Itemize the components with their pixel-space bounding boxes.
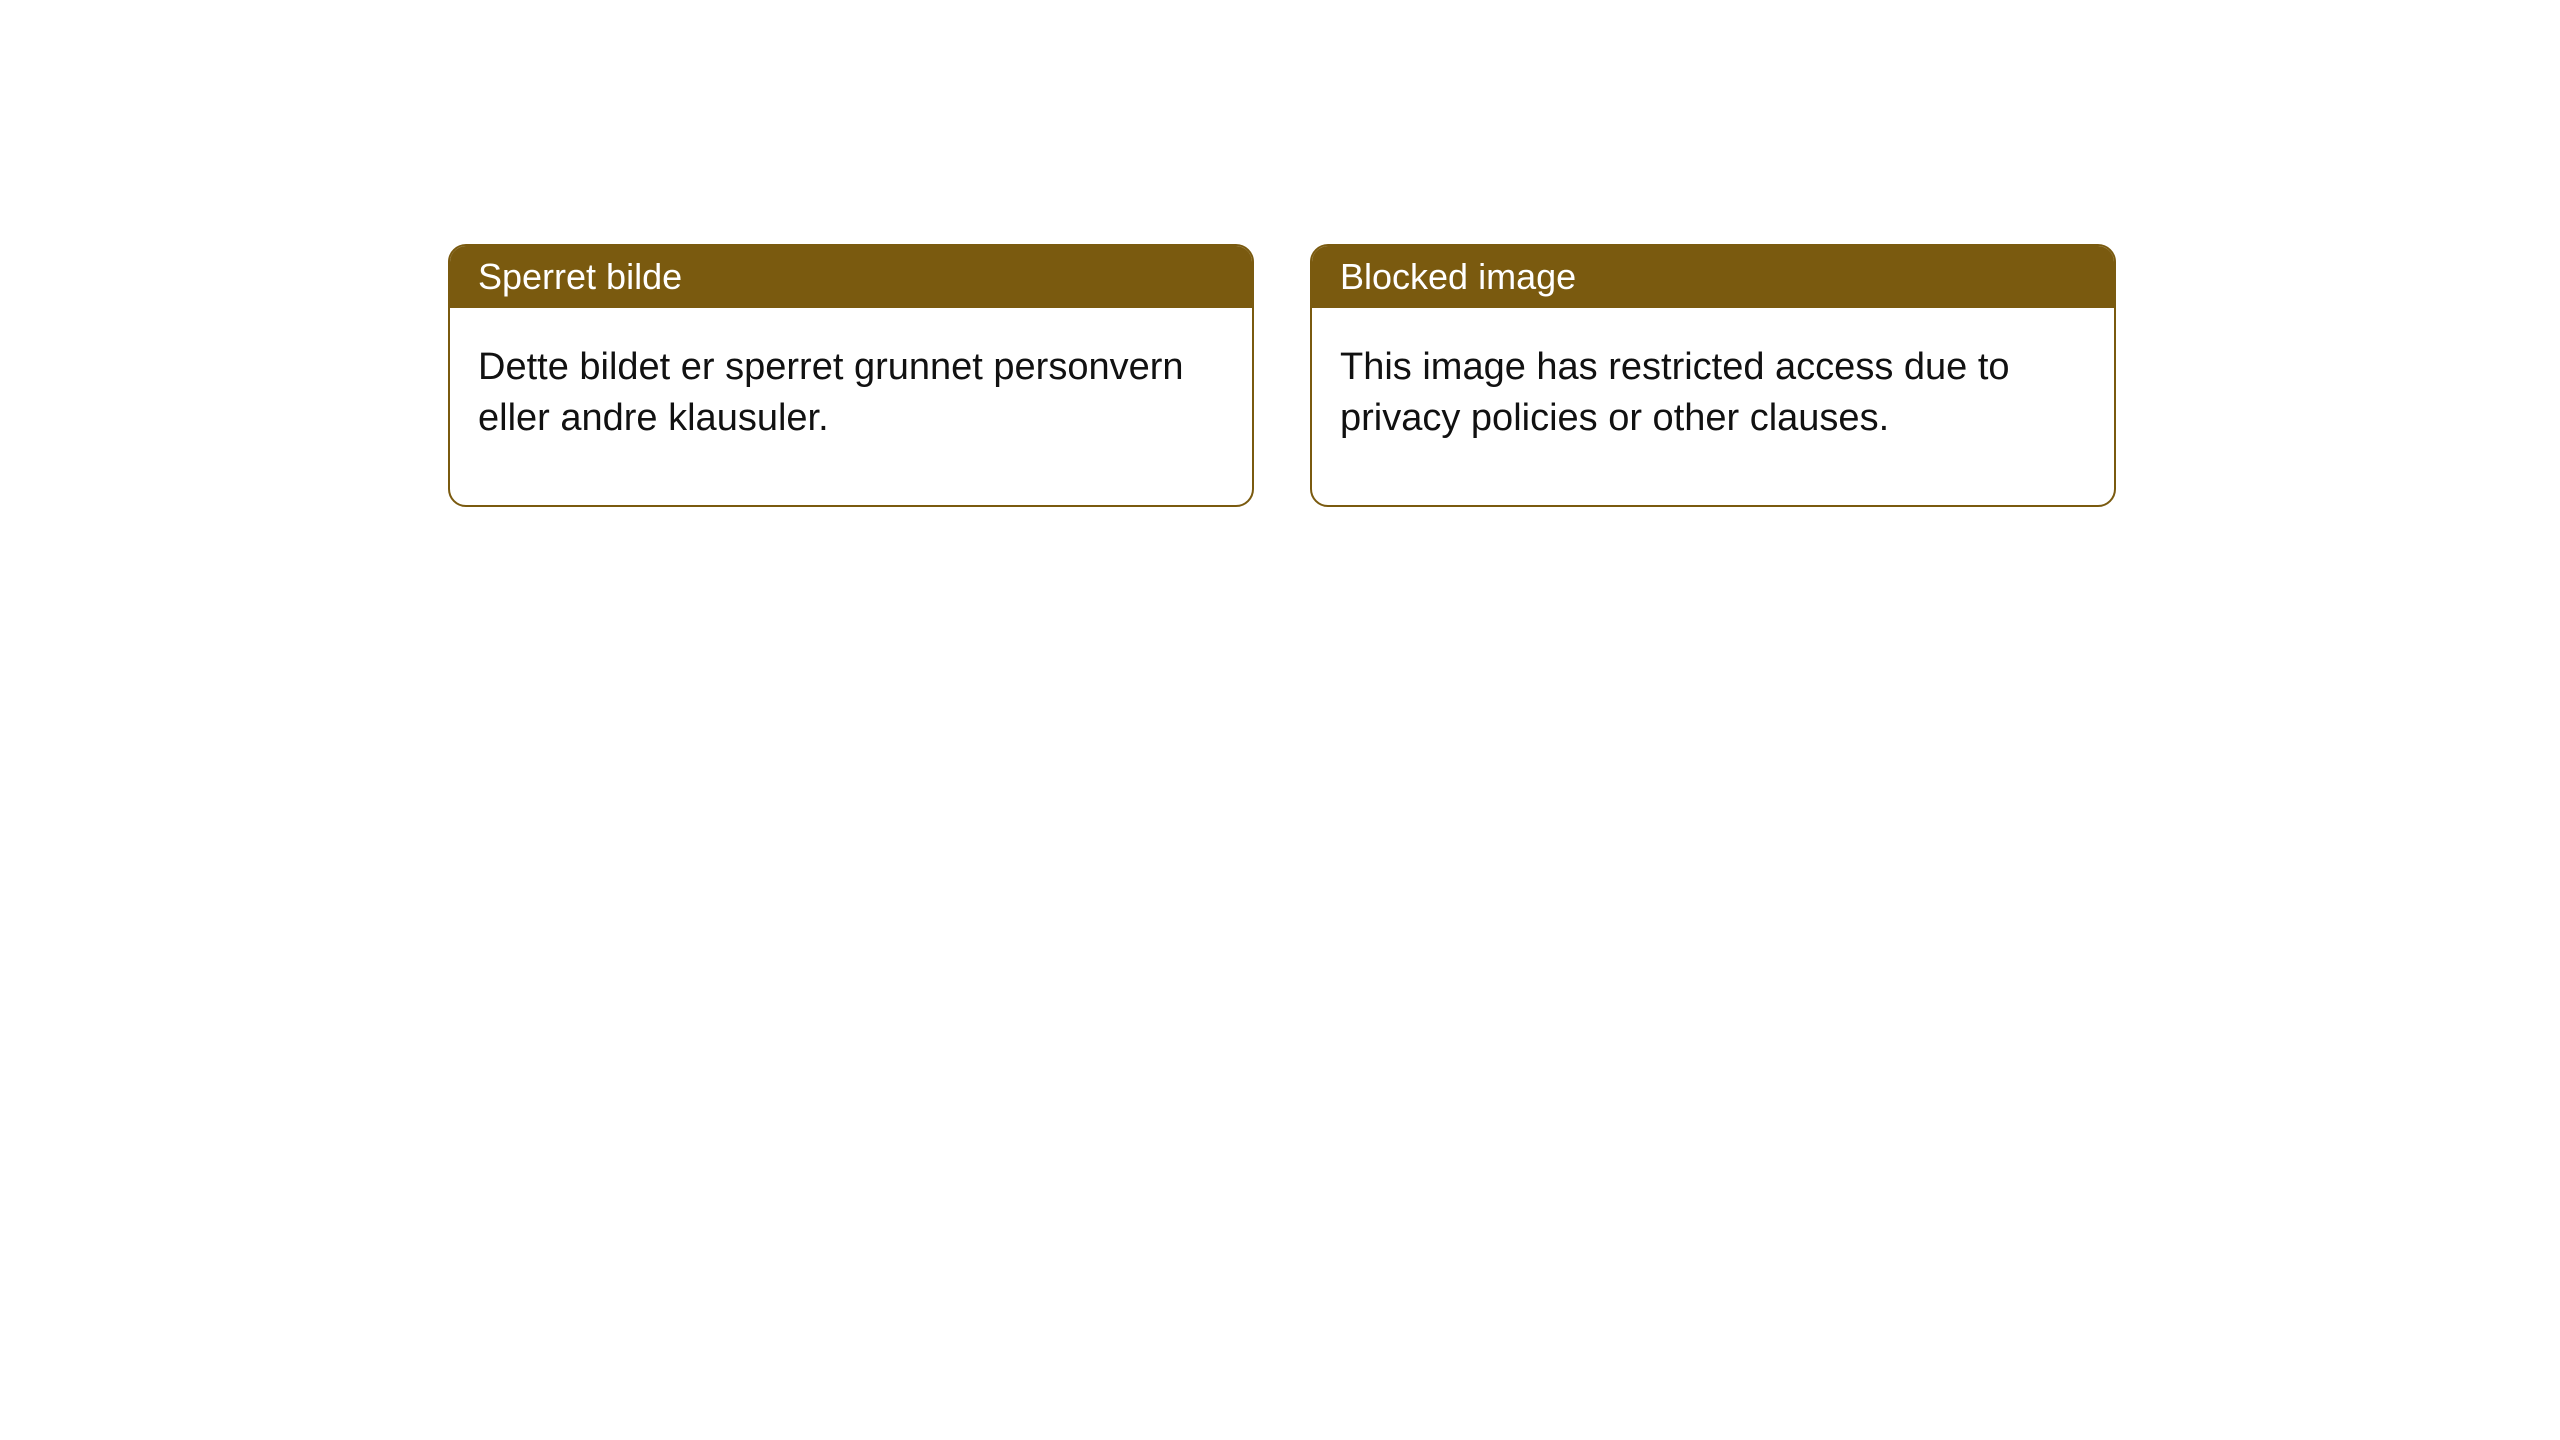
notice-header: Blocked image: [1312, 246, 2114, 308]
notice-body: This image has restricted access due to …: [1312, 308, 2114, 505]
notice-body: Dette bildet er sperret grunnet personve…: [450, 308, 1252, 505]
notice-card-norwegian: Sperret bilde Dette bildet er sperret gr…: [448, 244, 1254, 507]
notice-header: Sperret bilde: [450, 246, 1252, 308]
notice-container: Sperret bilde Dette bildet er sperret gr…: [0, 0, 2560, 507]
notice-card-english: Blocked image This image has restricted …: [1310, 244, 2116, 507]
